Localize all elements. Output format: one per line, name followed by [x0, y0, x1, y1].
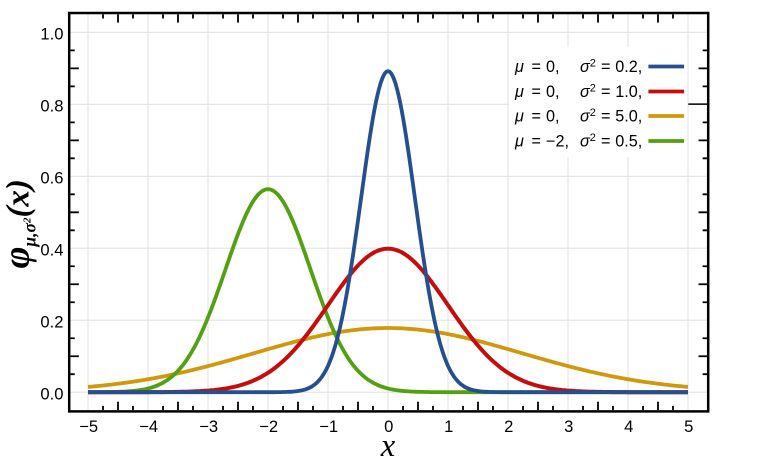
- svg-text:σ2=1.0,: σ2 = 1.0,: [580, 83, 642, 102]
- svg-text:5: 5: [684, 417, 693, 436]
- svg-text:x: x: [380, 428, 396, 463]
- svg-text:φμ,σ2(x): φμ,σ2(x): [0, 179, 40, 268]
- svg-text:−2: −2: [259, 417, 278, 436]
- svg-text:−3: −3: [199, 417, 218, 436]
- svg-text:0.6: 0.6: [40, 169, 63, 188]
- svg-text:1: 1: [444, 417, 453, 436]
- svg-text:μ=0,: μ = 0,: [514, 83, 560, 101]
- svg-text:0.2: 0.2: [40, 312, 63, 331]
- svg-text:0.8: 0.8: [40, 97, 63, 116]
- svg-text:−1: −1: [319, 417, 338, 436]
- svg-text:σ2=5.0,: σ2 = 5.0,: [580, 107, 642, 126]
- svg-text:σ2=0.5,: σ2 = 0.5,: [580, 132, 642, 151]
- svg-text:1.0: 1.0: [40, 25, 63, 44]
- svg-text:σ2=0.2,: σ2 = 0.2,: [580, 58, 642, 77]
- svg-text:4: 4: [624, 417, 633, 436]
- svg-text:−4: −4: [139, 417, 158, 436]
- svg-text:−5: −5: [79, 417, 98, 436]
- svg-text:μ=−2,: μ = −2,: [514, 133, 569, 151]
- svg-text:0: 0: [384, 417, 393, 436]
- svg-text:μ=0,: μ = 0,: [514, 108, 560, 126]
- svg-text:3: 3: [564, 417, 573, 436]
- svg-text:0.4: 0.4: [40, 240, 63, 259]
- svg-text:2: 2: [504, 417, 513, 436]
- svg-text:0.0: 0.0: [40, 384, 63, 403]
- svg-text:μ=0,: μ = 0,: [514, 58, 560, 76]
